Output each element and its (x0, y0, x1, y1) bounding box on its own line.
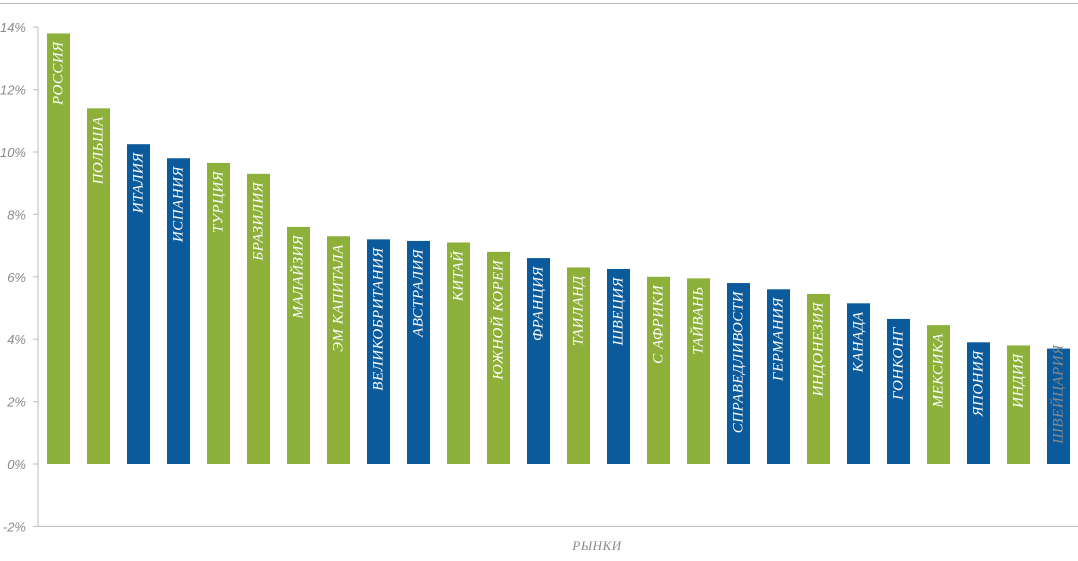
y-tick-label: 0% (7, 457, 26, 472)
bar (527, 258, 550, 464)
bar-category-label: ШВЕЦИЯ (611, 276, 627, 346)
bar-category-label: КАНАДА (851, 311, 867, 373)
bar-category-label: ИТАЛИЯ (131, 152, 147, 215)
bar-category-label: ФРАНЦИЯ (531, 265, 547, 341)
bars (47, 33, 1070, 465)
bar (647, 276, 670, 464)
bar (287, 226, 310, 464)
bar (887, 318, 910, 464)
y-tick-label: 14% (0, 20, 26, 35)
bar-category-label: ЯПОНИЯ (971, 350, 987, 418)
bar-category-label: ТАИЛАНД (571, 274, 587, 346)
bar (607, 269, 630, 464)
bar (727, 283, 750, 464)
bar (967, 342, 990, 464)
bar (367, 239, 390, 464)
bar-category-label: МЕКСИКА (931, 333, 947, 409)
bar (767, 289, 790, 464)
bar-category-label: ВЕЛИКОБРИТАНИЯ (371, 247, 387, 391)
y-tick-label: 10% (0, 145, 26, 160)
bar-category-label: АВСТРАЛИЯ (411, 248, 427, 338)
bar-category-label: ЭМ КАПИТАЛА (331, 244, 347, 352)
x-axis-label: РЫНКИ (571, 538, 621, 553)
bar-category-label: РОССИЯ (51, 41, 67, 106)
bar (207, 162, 230, 465)
bar-category-label: ГЕРМАНИЯ (771, 297, 787, 382)
bar-category-label: БРАЗИЛИЯ (251, 181, 267, 261)
bar (927, 325, 950, 464)
bar-category-label: ИНДИЯ (1011, 353, 1027, 409)
bar-category-label: ИСПАНИЯ (171, 166, 187, 243)
bar-category-label: КИТАЙ (450, 250, 467, 302)
bar (687, 278, 710, 464)
y-tick-label: 8% (7, 207, 26, 222)
bar (847, 303, 870, 464)
bar (567, 267, 590, 464)
bar-category-label: ТАЙВАНЬ (690, 286, 707, 354)
bar-labels: РОССИЯ ПОЛЬША ИТАЛИЯ ИСПАНИЯ ТУРЦИЯ БРАЗИЛИЯ М… (51, 41, 1067, 445)
bar (1047, 348, 1070, 464)
bar-category-label: ПОЛЬША (91, 116, 107, 185)
bar-category-label: ИНДОНЕЗИЯ (811, 301, 827, 397)
y-axis-ticks: -2% 0% 2% 4% 6% 8% 10% 12% 14% (0, 20, 38, 534)
bar (487, 251, 510, 464)
bar-category-label: ГОНКОНГ (891, 326, 907, 401)
bar-category-label: МАЛАЙЗИЯ (290, 234, 307, 319)
bar (127, 144, 150, 464)
bar (447, 242, 470, 464)
y-tick-label: 4% (7, 332, 26, 347)
bar-category-label: ШВЕЙЦАРИЯ (1050, 344, 1067, 445)
bar (407, 240, 430, 464)
bar-category-label: СПРАВЕДЛИВОСТИ (731, 290, 747, 433)
bar (1007, 345, 1030, 464)
y-tick-label: 2% (6, 395, 26, 410)
bar-category-label: С АФРИКИ (651, 284, 667, 364)
bar-category-label: ТУРЦИЯ (211, 170, 227, 233)
bar (87, 108, 110, 464)
bar (167, 158, 190, 465)
y-tick-label: 12% (0, 83, 26, 98)
y-tick-label: -2% (3, 519, 26, 534)
bar (247, 173, 270, 464)
y-tick-label: 6% (7, 270, 26, 285)
bar (47, 33, 70, 464)
bar (327, 236, 350, 464)
bar-category-label: ЮЖНОЙ КОРЕИ (490, 259, 507, 381)
bar (807, 293, 830, 464)
